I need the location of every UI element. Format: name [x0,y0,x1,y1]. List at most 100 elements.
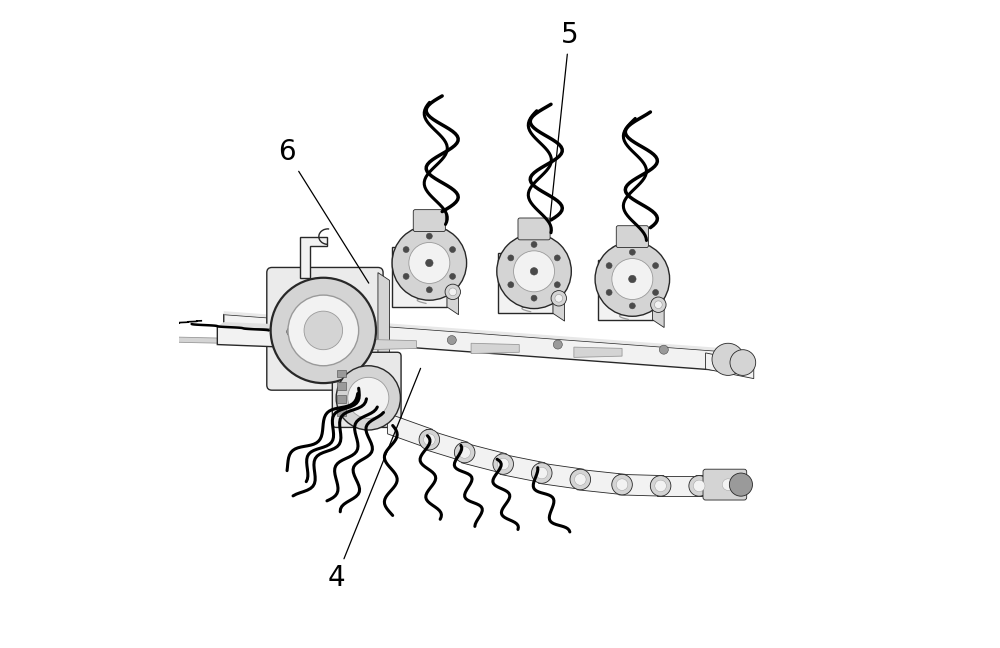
Polygon shape [619,474,664,496]
Circle shape [570,469,591,490]
Circle shape [287,327,296,336]
Polygon shape [577,469,625,495]
FancyBboxPatch shape [512,240,539,259]
Circle shape [508,282,514,288]
Circle shape [653,262,659,268]
Circle shape [336,365,400,430]
Circle shape [629,275,636,283]
Circle shape [651,297,666,312]
Circle shape [616,479,628,491]
Circle shape [392,226,467,300]
Polygon shape [368,340,416,350]
Polygon shape [500,454,545,483]
Polygon shape [388,413,433,450]
Circle shape [403,273,409,279]
Circle shape [447,336,456,345]
Circle shape [551,290,566,306]
Circle shape [445,284,460,299]
Circle shape [650,476,671,496]
Polygon shape [217,327,301,348]
Circle shape [595,242,670,316]
Circle shape [531,242,537,248]
Circle shape [653,290,659,295]
Circle shape [426,233,432,239]
Polygon shape [461,442,506,474]
Text: 5: 5 [545,21,578,264]
Circle shape [531,295,537,301]
Circle shape [497,458,509,470]
Polygon shape [166,337,222,343]
Polygon shape [224,314,744,372]
Circle shape [606,290,612,295]
Circle shape [730,350,756,375]
Polygon shape [498,253,553,314]
Polygon shape [392,247,447,307]
Polygon shape [447,247,459,315]
FancyBboxPatch shape [703,469,747,500]
Polygon shape [378,273,389,393]
FancyBboxPatch shape [413,210,445,231]
Circle shape [722,479,734,491]
FancyBboxPatch shape [267,268,383,390]
Circle shape [449,288,457,295]
Circle shape [288,295,359,365]
Circle shape [712,343,744,375]
Circle shape [530,268,538,275]
Circle shape [450,247,456,253]
Polygon shape [300,237,327,278]
FancyBboxPatch shape [337,382,346,390]
Circle shape [655,480,666,492]
Circle shape [536,467,548,479]
Circle shape [497,234,571,308]
Circle shape [659,345,668,354]
Polygon shape [224,311,744,353]
Circle shape [689,476,709,496]
Circle shape [419,430,440,450]
Circle shape [718,474,738,495]
FancyBboxPatch shape [612,247,639,265]
Polygon shape [574,347,622,358]
Circle shape [575,474,586,485]
FancyBboxPatch shape [337,408,346,416]
Circle shape [629,249,635,255]
Circle shape [693,480,705,492]
Circle shape [508,255,514,261]
Circle shape [555,294,563,302]
Circle shape [426,287,432,293]
Circle shape [554,282,560,288]
Circle shape [454,442,475,463]
Circle shape [554,255,560,261]
Polygon shape [653,260,664,327]
Polygon shape [706,353,754,378]
Circle shape [553,340,562,349]
Circle shape [612,474,632,495]
Polygon shape [426,430,468,463]
Text: 4: 4 [327,368,421,592]
Polygon shape [657,476,702,496]
Circle shape [493,454,513,474]
Polygon shape [539,463,584,490]
Circle shape [729,473,752,496]
Polygon shape [471,343,519,354]
Polygon shape [696,474,731,496]
Circle shape [612,259,653,299]
Polygon shape [217,322,307,330]
Circle shape [409,242,450,283]
Circle shape [514,251,555,292]
FancyBboxPatch shape [518,218,550,240]
Circle shape [304,311,343,350]
Circle shape [459,446,470,458]
FancyBboxPatch shape [337,369,346,377]
Circle shape [426,259,433,267]
Polygon shape [553,253,565,321]
Circle shape [531,463,552,483]
Circle shape [655,301,662,308]
Polygon shape [598,260,653,320]
Circle shape [606,262,612,268]
Circle shape [271,278,376,383]
Circle shape [424,434,435,445]
FancyBboxPatch shape [337,395,346,403]
FancyBboxPatch shape [406,234,433,252]
Circle shape [403,247,409,253]
FancyBboxPatch shape [332,353,401,428]
